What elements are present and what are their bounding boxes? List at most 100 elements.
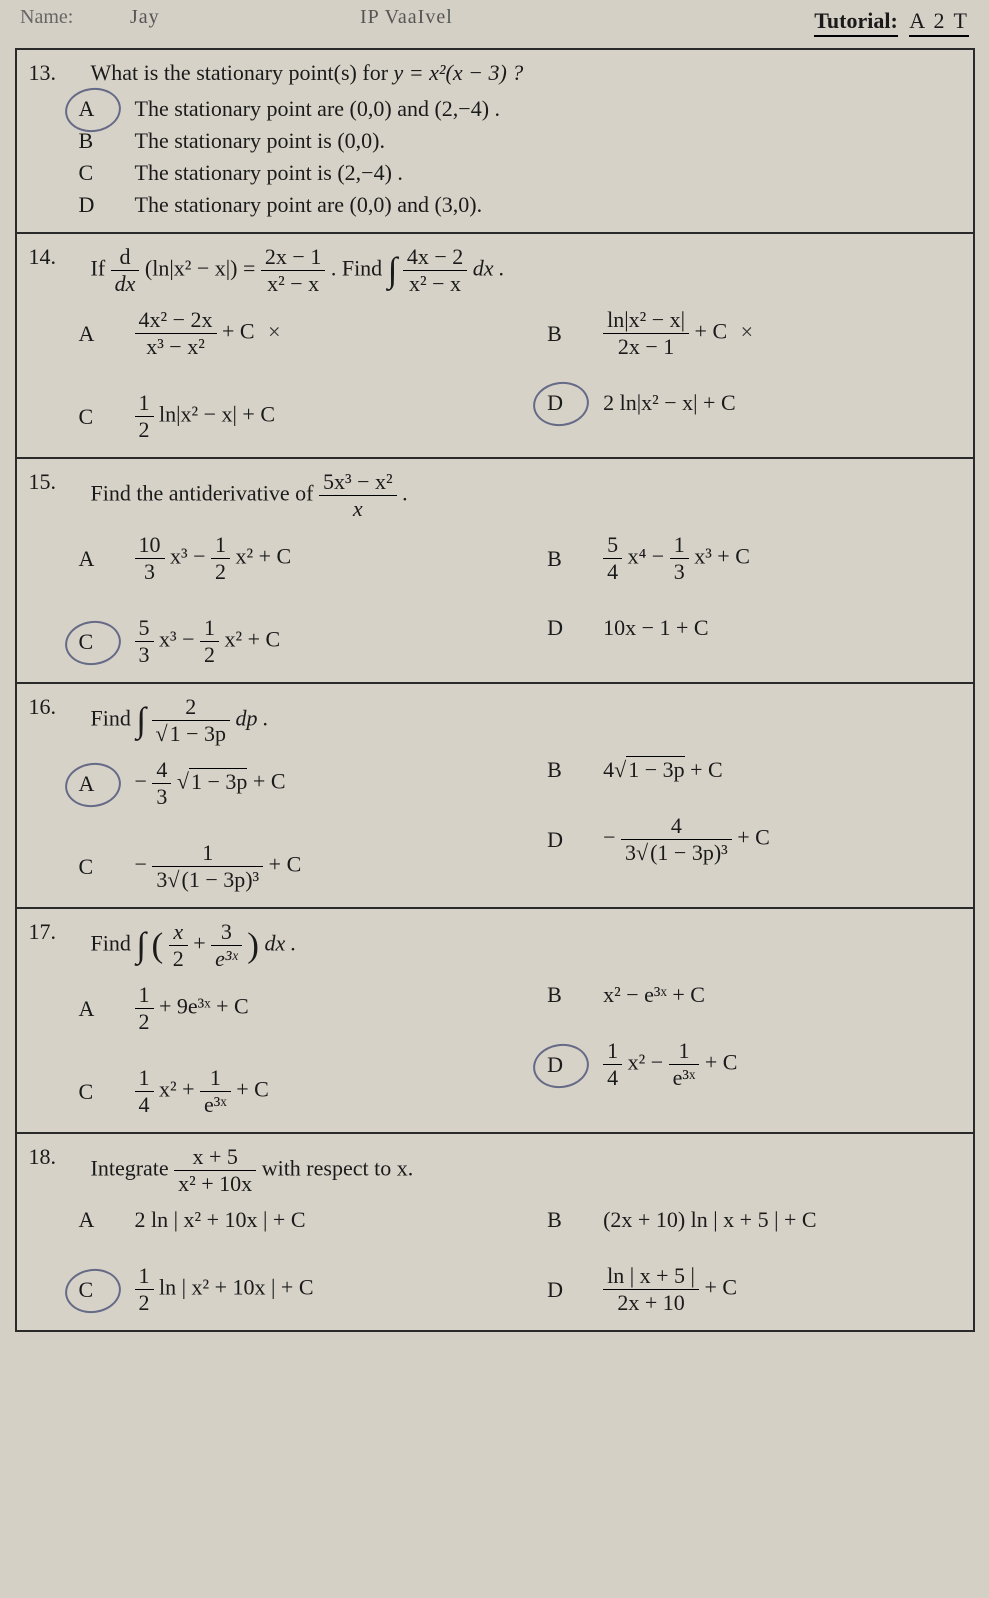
q17-c-aden: 4	[135, 1092, 154, 1118]
q17-t1d: 2	[169, 946, 188, 972]
q14-dx: dx	[111, 271, 140, 297]
q16-cell: 16. Find ∫ 2 √1 − 3p dp . A −	[16, 683, 974, 908]
q15-a-bnum: 1	[211, 532, 230, 559]
q16-dp: dp .	[236, 706, 269, 731]
q13-prefix: What is the stationary point(s) for	[91, 60, 394, 85]
q16-option-c: C − 1 3√(1 − 3p)³ + C	[79, 840, 462, 893]
q15-a-bden: 2	[211, 559, 230, 585]
q16-sqrt: 1 − 3p	[168, 720, 226, 746]
q13-c-text: The stationary point is (2,−4) .	[135, 160, 403, 186]
q14-prefix: If	[91, 256, 111, 281]
q13-d-text: The stationary point are (0,0) and (3,0)…	[135, 192, 483, 218]
q16-b-sqrt: 1 − 3p	[626, 756, 684, 782]
q18-c-rest: ln | x² + 10x | + C	[159, 1275, 314, 1300]
q18-option-a: A 2 ln | x² + 10x | + C	[79, 1207, 462, 1233]
name-label: Name:	[20, 6, 73, 29]
q17-t2n: 3	[211, 919, 242, 946]
q17-prefix: Find	[91, 931, 137, 956]
q15-fden: x	[319, 496, 397, 522]
q16-c-num: 1	[152, 840, 263, 867]
q17-option-c: C 14 x² + 1e³ˣ + C	[79, 1065, 462, 1118]
q18-d-num: ln | x + 5 |	[603, 1263, 699, 1290]
q15-fnum: 5x³ − x²	[319, 469, 397, 496]
q17-t2d: e³ˣ	[211, 946, 242, 972]
q13-c-label: C	[79, 160, 107, 186]
q14-b-label: B	[547, 321, 575, 347]
q16-option-d: D − 4 3√(1 − 3p)³ + C	[547, 813, 930, 866]
q15-prefix: Find the antiderivative of	[91, 481, 320, 506]
q17-d-bden: e³ˣ	[669, 1065, 700, 1091]
q15-option-d: D 10x − 1 + C	[547, 615, 930, 641]
q16-int-den: √1 − 3p	[152, 721, 231, 747]
q14-text: If ddx (ln|x² − x|) = 2x − 1x² − x . Fin…	[91, 244, 961, 297]
q18-d-label: D	[547, 1277, 575, 1303]
q14-dx-tail: dx .	[473, 256, 505, 281]
q14-option-a: A 4x² − 2xx³ − x² + C ×	[79, 307, 462, 360]
q18-prefix: Integrate	[91, 1156, 175, 1181]
q14-d-text: 2 ln|x² − x| + C	[603, 390, 736, 416]
q14-a-den: x³ − x²	[135, 334, 217, 360]
q17-rbr: )	[247, 926, 259, 965]
q17-c-bnum: 1	[200, 1065, 231, 1092]
q18-a-label: A	[79, 1207, 107, 1233]
q18-a-text: 2 ln | x² + 10x | + C	[135, 1207, 306, 1233]
q16-int-num: 2	[152, 694, 231, 721]
q15-b-bden: 3	[670, 559, 689, 585]
q17-option-b: B x² − e³ˣ + C	[547, 982, 930, 1008]
q16-c-coef: 3	[156, 867, 167, 892]
q13-cell: 13. What is the stationary point(s) for …	[16, 49, 974, 233]
q14-c-label: C	[79, 404, 107, 430]
q13-a-text: The stationary point are (0,0) and (2,−4…	[135, 96, 501, 122]
q14-b-den: 2x − 1	[603, 334, 689, 360]
q17-dx: dx .	[264, 931, 296, 956]
q17-number: 17.	[29, 919, 77, 945]
q16-d-tail: + C	[737, 825, 770, 850]
q15-c-aden: 3	[135, 642, 154, 668]
q17-c-tail: + C	[236, 1077, 269, 1102]
q16-b-tail: + C	[690, 757, 723, 782]
q18-c-num: 1	[135, 1263, 154, 1290]
q15-number: 15.	[29, 469, 77, 495]
q17-d-tail: + C	[705, 1050, 738, 1075]
q18-option-c: C 12 ln | x² + 10x | + C	[79, 1263, 462, 1316]
q18-number: 18.	[29, 1144, 77, 1170]
q13-b-label: B	[79, 128, 107, 154]
q15-c-bnum: 1	[200, 615, 219, 642]
q17-d-anum: 1	[603, 1038, 622, 1065]
q17-plus: +	[193, 931, 205, 956]
q14-int-den: x² − x	[403, 271, 467, 297]
q17-b-text: x² − e³ˣ + C	[603, 982, 705, 1008]
q18-fnum: x + 5	[174, 1144, 256, 1171]
q17-option-d: D 14 x² − 1e³ˣ + C	[547, 1038, 930, 1091]
q18-b-text: (2x + 10) ln | x + 5 | + C	[603, 1207, 816, 1233]
q17-t1n: x	[169, 919, 188, 946]
q14-c-fnum: 1	[135, 390, 154, 417]
header-center: IP VaaIvel	[360, 6, 453, 29]
q18-fden: x² + 10x	[174, 1171, 256, 1197]
q13-number: 13.	[29, 60, 77, 86]
q15-a-aden: 3	[135, 559, 165, 585]
q15-d-text: 10x − 1 + C	[603, 615, 709, 641]
q15-option-c: C 53 x³ − 12 x² + C	[79, 615, 462, 668]
q15-b-mid: x⁴ −	[628, 544, 665, 569]
q17-a-den: 2	[135, 1009, 154, 1035]
q16-option-b: B 4√1 − 3p + C	[547, 757, 930, 783]
q16-c-neg: −	[135, 852, 147, 877]
q16-number: 16.	[29, 694, 77, 720]
q16-a-tail: + C	[253, 769, 286, 794]
q16-a-neg: −	[135, 769, 147, 794]
q17-d-label: D	[547, 1052, 575, 1078]
q15-a-label: A	[79, 546, 107, 572]
q14-find: . Find	[331, 256, 388, 281]
q18-b-label: B	[547, 1207, 575, 1233]
q14-d: d	[111, 244, 140, 271]
tutorial-code: A 2 T	[909, 8, 969, 37]
q16-b-coef: 4	[603, 757, 614, 782]
q16-c-label: C	[79, 854, 107, 880]
q18-option-d: D ln | x + 5 |2x + 10 + C	[547, 1263, 930, 1316]
q13-option-a: A The stationary point are (0,0) and (2,…	[79, 96, 961, 122]
q16-d-label: D	[547, 827, 575, 853]
q14-option-b: B ln|x² − x|2x − 1 + C ×	[547, 307, 930, 360]
q14-rhs-den: x² − x	[261, 271, 325, 297]
q16-int-sign: ∫	[136, 701, 146, 740]
